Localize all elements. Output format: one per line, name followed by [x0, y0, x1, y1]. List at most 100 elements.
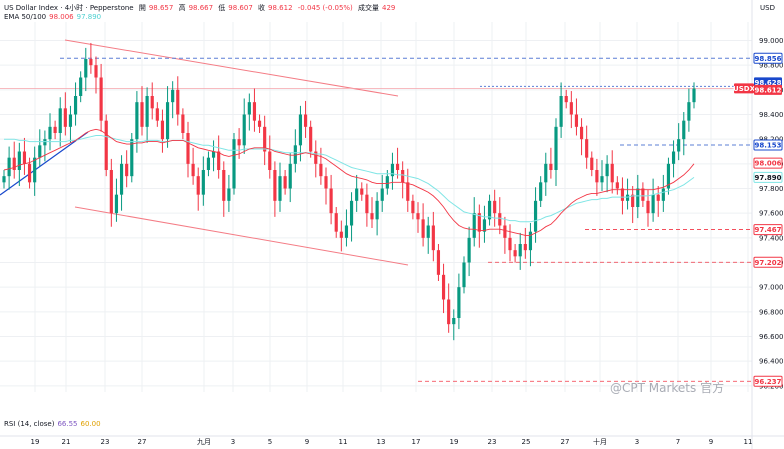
currency-label: USD [760, 4, 775, 12]
trend-lines[interactable] [0, 39, 409, 266]
y-tick-label: 97.400 [759, 234, 784, 242]
price-tag-label: 98.006 [754, 160, 781, 168]
candles [2, 42, 696, 341]
candle-body [222, 170, 226, 201]
candle-body [201, 170, 205, 195]
candle-body [242, 114, 246, 146]
candle-body [661, 188, 665, 201]
candle-body [416, 213, 420, 220]
y-tick-label: 98.400 [759, 111, 784, 119]
candle-body [329, 188, 333, 214]
candle-body [165, 102, 170, 140]
candle-body [605, 163, 609, 177]
candle-body [140, 102, 144, 127]
candle-body [656, 194, 660, 201]
y-tick-label: 97.600 [759, 210, 784, 218]
price-tag-label: 96.237 [754, 378, 781, 386]
candle-body [17, 151, 21, 170]
candle-body [227, 188, 231, 201]
price-tag-label: 97.202 [754, 259, 781, 267]
candle-body [508, 237, 512, 251]
candle-body [431, 225, 435, 251]
candle-body [155, 108, 159, 121]
level-lines[interactable] [0, 57, 752, 382]
candle-body [441, 274, 446, 300]
candle-body [595, 170, 599, 183]
x-tick-label: 9 [709, 438, 713, 446]
price-tag-label: 98.628 [754, 79, 781, 87]
low-label: 低 [218, 4, 226, 12]
x-axis[interactable]: 19 21 23 27 九月 3 5 9 11 13 17 19 23 25 27 十月 3 7 9 11 [0, 435, 784, 446]
candle-body [513, 250, 517, 257]
candle-body [237, 139, 241, 146]
candle-body [334, 213, 338, 232]
candle-body [171, 89, 175, 103]
candle-body [263, 126, 267, 152]
candle-body [426, 225, 430, 238]
volume-label: 成交量 [358, 4, 380, 12]
candle-body [365, 194, 369, 214]
candle-body [314, 151, 318, 164]
ema-legend[interactable]: EMA 50/100 98.006 97.890 [4, 13, 104, 21]
x-tick-label: 19 [31, 438, 40, 446]
candle-body [447, 299, 451, 325]
candle-body [211, 151, 216, 158]
candle-body [319, 163, 323, 177]
y-tick-label: 99.000 [759, 37, 784, 45]
candle-body [217, 151, 221, 170]
candle-body [43, 139, 47, 146]
x-tick-label: 5 [268, 438, 272, 446]
candle-body [355, 188, 359, 201]
candle-body [186, 133, 190, 164]
candle-body [544, 163, 548, 183]
candle-body [176, 89, 180, 115]
rsi-legend[interactable]: RSI (14, close) 66.55 60.00 [4, 420, 104, 428]
symbol-title[interactable]: US Dollar Index · 4小时 · Pepperstone [4, 4, 134, 12]
candle-body [421, 219, 425, 238]
price-tag [753, 375, 783, 387]
rsi-ma-value: 60.00 [80, 420, 101, 428]
x-tick-label: 9 [305, 438, 309, 446]
y-tick-label: 96.600 [759, 333, 784, 341]
candle-body [671, 151, 676, 164]
channel-lower-line [74, 206, 409, 266]
ema-lines [3, 128, 695, 236]
x-tick-label: 23 [488, 438, 497, 446]
rsi-label: RSI (14, close) [4, 420, 55, 428]
y-tick-label: 97.800 [759, 185, 784, 193]
candle-body [539, 182, 543, 201]
candle-body [298, 114, 303, 146]
x-tick-label: 23 [101, 438, 110, 446]
candle-body [89, 59, 93, 66]
candle-body [467, 237, 471, 263]
candle-body [349, 200, 354, 226]
candle-body [574, 114, 579, 127]
candle-body [94, 65, 98, 78]
high-value: 98.667 [188, 4, 214, 12]
ema50-value: 98.006 [49, 13, 74, 21]
candle-body [309, 126, 313, 152]
ema50-line [3, 128, 695, 236]
price-tag-label: 97.890 [754, 174, 781, 182]
candle-body [569, 102, 573, 115]
candle-body [523, 244, 527, 251]
candle-body [651, 194, 655, 214]
candle-body [293, 145, 297, 164]
candle-body [196, 176, 200, 195]
candle-body [682, 120, 686, 140]
candle-body [150, 96, 154, 109]
candle-body [390, 163, 395, 177]
candle-body [324, 176, 328, 189]
candle-body [125, 163, 129, 177]
candle-body [564, 96, 568, 103]
price-tag-label: 98.856 [754, 55, 781, 63]
candle-body [273, 170, 277, 201]
candle-body [303, 114, 308, 127]
candle-body [257, 120, 262, 127]
candle-body [339, 231, 343, 238]
candle-body [620, 188, 625, 201]
candle-body [73, 96, 78, 115]
candle-body [477, 213, 481, 232]
